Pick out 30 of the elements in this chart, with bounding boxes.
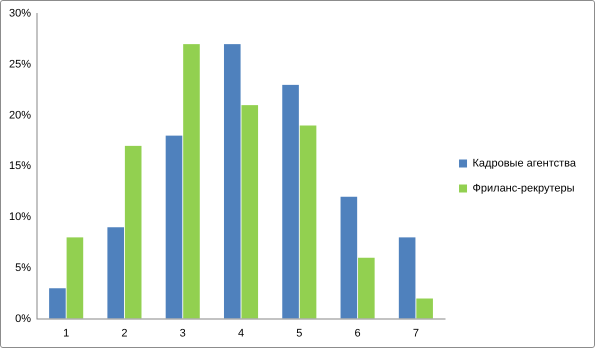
y-tick-label: 30%	[8, 8, 32, 20]
bar	[66, 237, 84, 318]
bar	[224, 44, 241, 318]
bar	[49, 288, 66, 318]
x-tick-label: 6	[354, 327, 361, 340]
bar	[300, 126, 316, 318]
y-tick-label: 20%	[8, 109, 32, 122]
bar	[107, 227, 124, 318]
bar	[416, 298, 433, 318]
y-tick-label: 0%	[15, 312, 32, 325]
bar	[340, 196, 358, 318]
bar	[166, 136, 182, 318]
legend-label: Кадровые агентства	[472, 158, 577, 170]
y-tick-label: 5%	[15, 262, 32, 274]
x-tick-label: 3	[180, 327, 186, 340]
bar	[183, 44, 200, 318]
x-tick-label: 1	[63, 327, 70, 340]
bar	[398, 237, 416, 318]
bar	[241, 105, 258, 318]
x-tick-label: 2	[121, 327, 128, 340]
y-tick-label: 25%	[8, 58, 32, 70]
y-tick-label: 10%	[8, 211, 32, 224]
x-tick-label: 5	[296, 327, 302, 340]
bar	[124, 146, 142, 318]
x-tick-label: 4	[238, 327, 244, 340]
bar	[282, 84, 299, 318]
bar	[358, 258, 375, 318]
y-tick-label: 15%	[8, 160, 32, 172]
x-tick-label: 7	[412, 327, 419, 340]
legend-label: Фриланс-рекрутеры	[472, 182, 575, 195]
